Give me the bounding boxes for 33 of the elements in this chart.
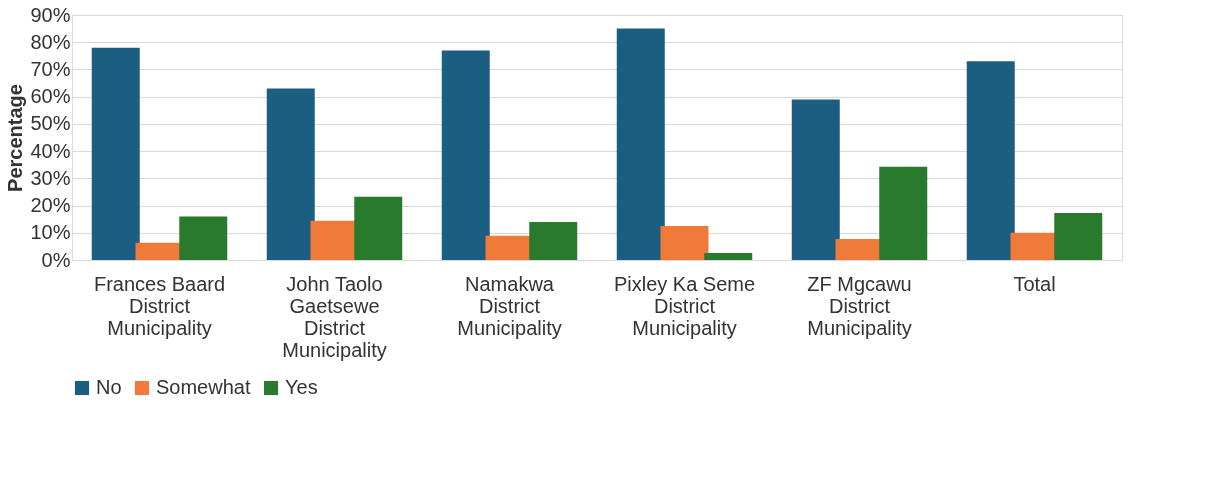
x-tick-label: Namakwa District Municipality [457,272,562,339]
bar [704,252,753,260]
legend-label: No [96,376,122,398]
y-tick-label: 0% [41,248,71,271]
x-tick-label: Pixley Ka Seme District Municipality [613,272,756,339]
bar [791,99,840,260]
bar [179,216,228,260]
y-tick-label: 40% [30,139,71,162]
bar [529,221,578,260]
bar [616,28,665,260]
bar [1054,212,1103,260]
y-tick-label: 20% [30,194,71,217]
bar [441,50,490,260]
bar [966,61,1015,260]
y-tick-label: 90% [30,3,71,26]
x-tick-label: John Taolo Gaetsewe District Municipality [282,272,387,361]
bar [879,166,928,260]
bar [266,88,315,260]
bar [354,196,403,260]
legend-label: Yes [285,376,318,398]
bar [660,225,709,260]
y-tick-label: 70% [30,57,71,80]
y-tick-label: 10% [30,221,71,244]
x-tick-label: ZF Mgcawu District Municipality [807,272,912,339]
x-tick-label: Total [1013,272,1056,295]
x-tick-label: Frances Baard District Municipality [93,272,226,339]
y-tick-label: 80% [30,30,71,53]
y-axis-title: Percentage [4,84,27,192]
legend-label: Somewhat [156,376,251,398]
y-tick-label: 30% [30,166,71,189]
y-tick-label: 50% [30,112,71,135]
bar [91,47,140,260]
y-tick-label: 60% [30,85,71,108]
